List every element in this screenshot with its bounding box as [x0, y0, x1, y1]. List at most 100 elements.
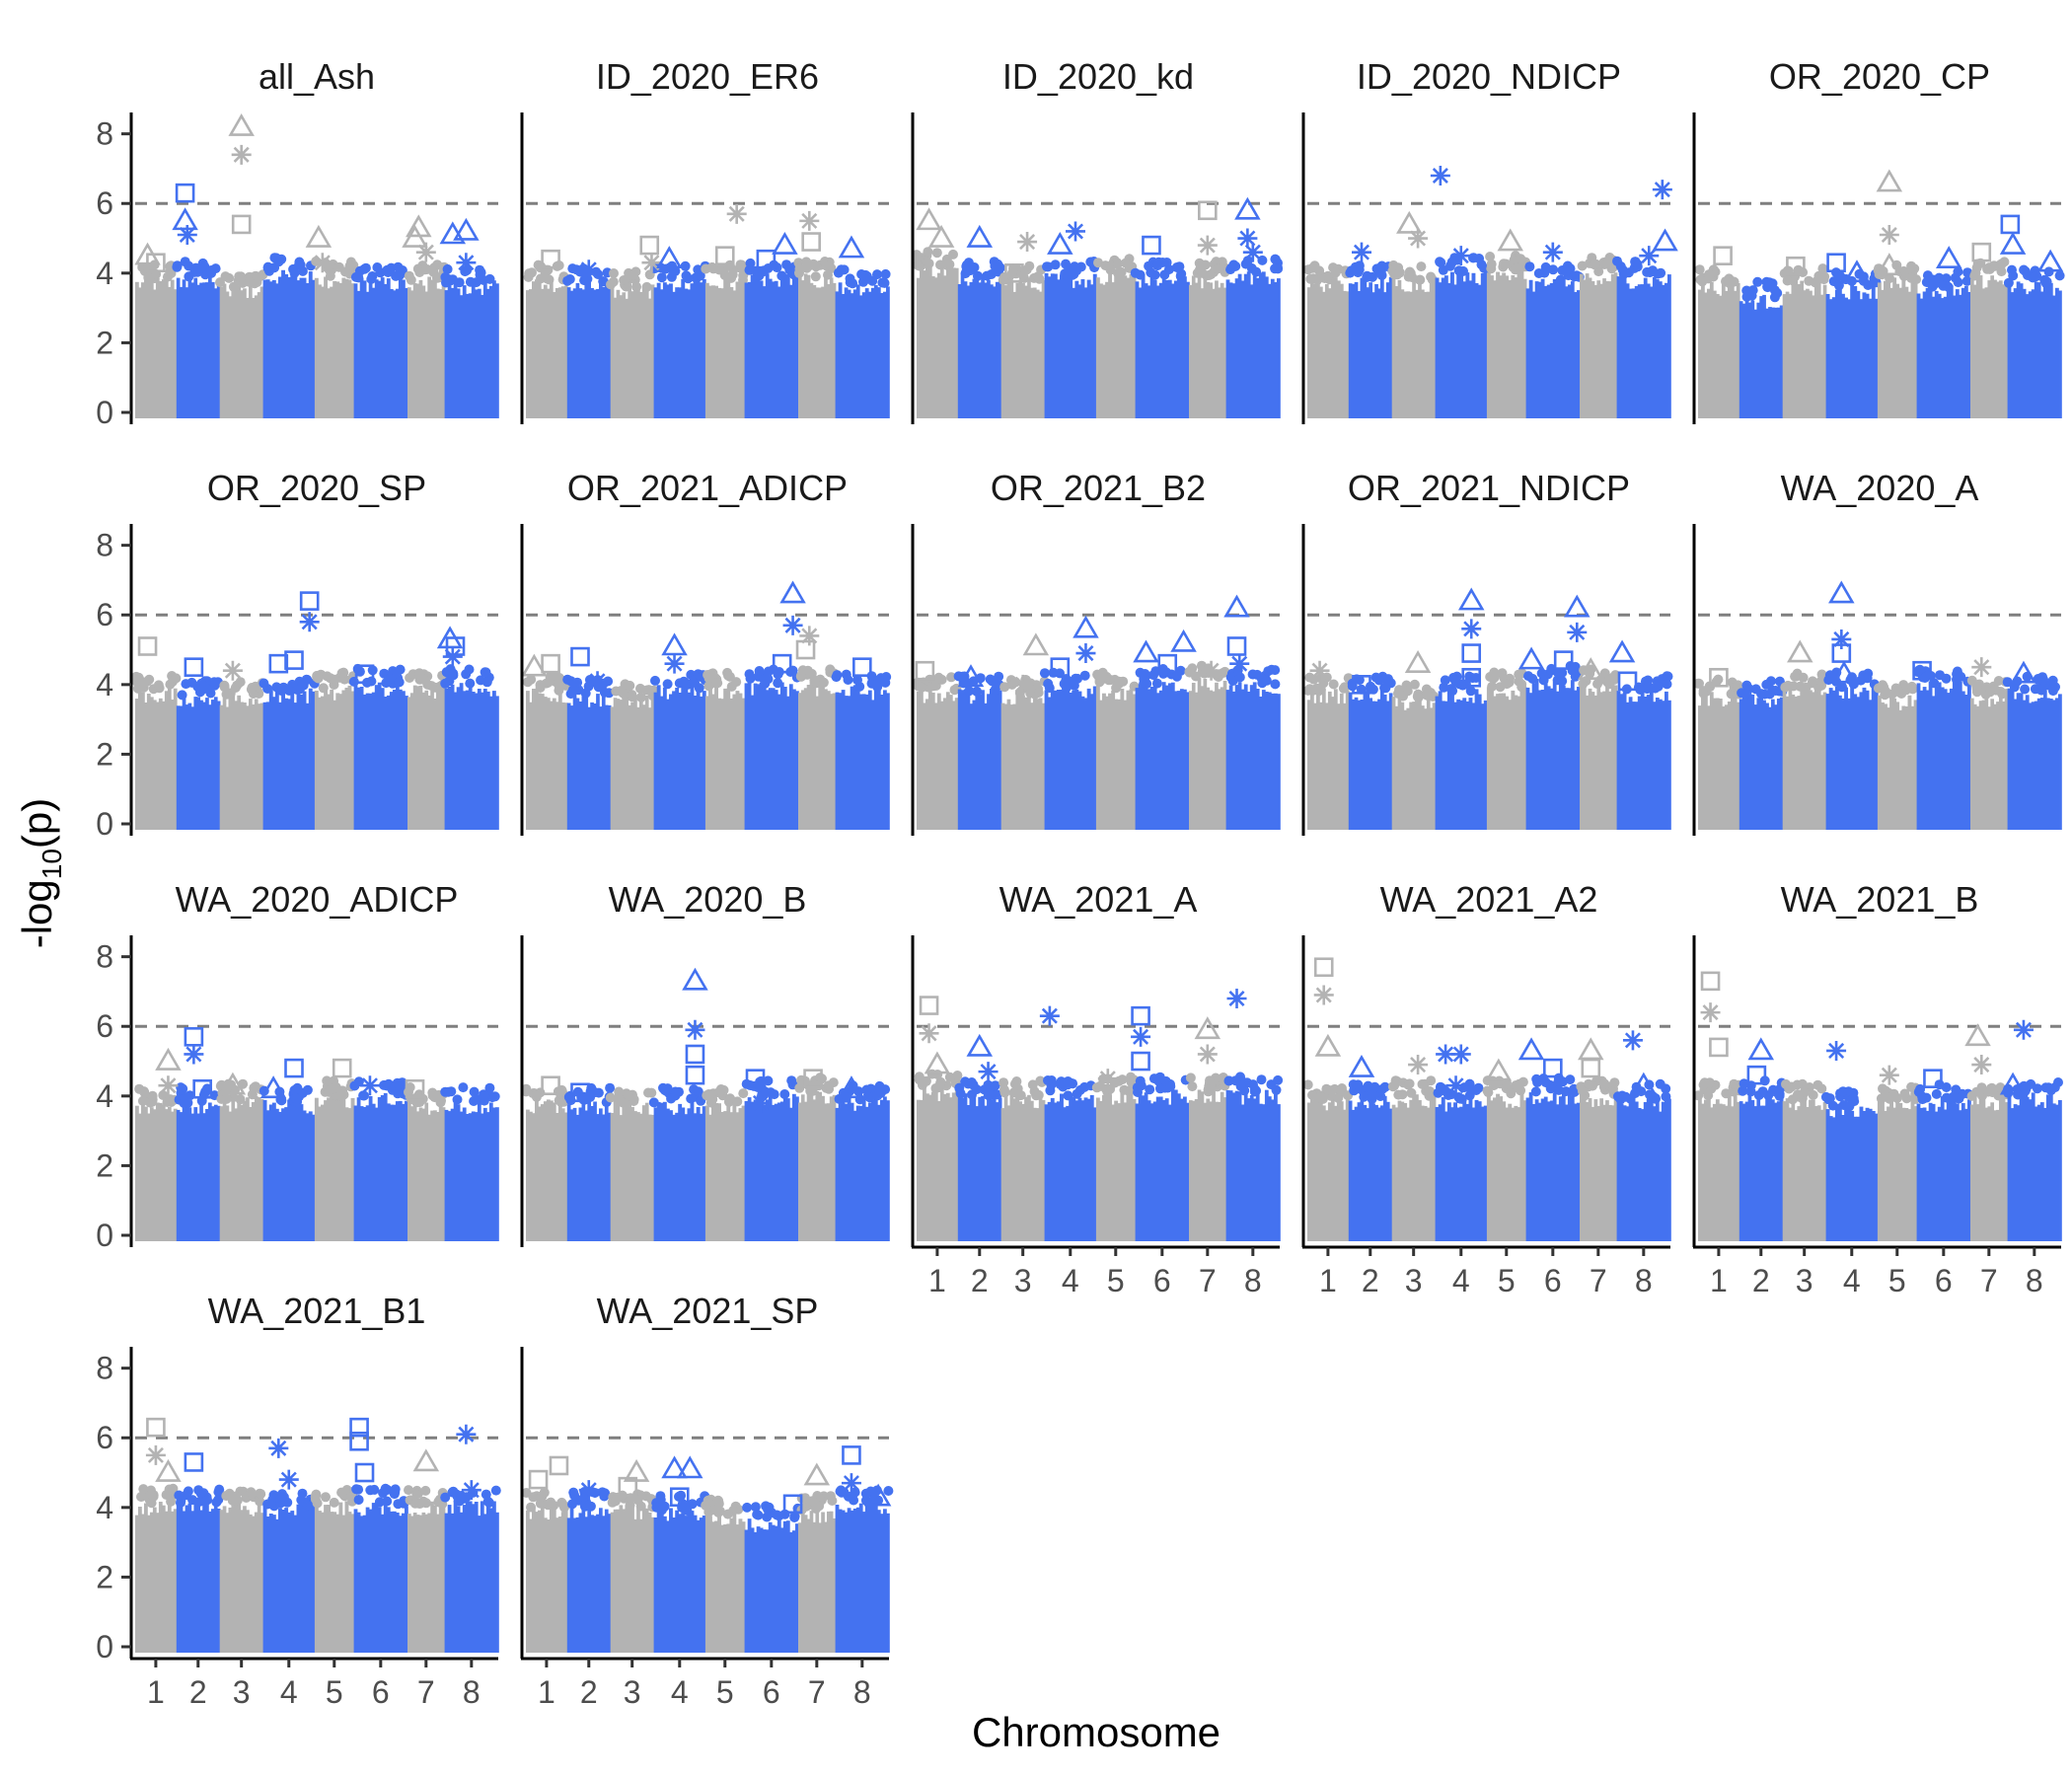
point-band	[1212, 1091, 1216, 1241]
point-band	[852, 1509, 857, 1653]
data-point	[1261, 675, 1272, 686]
point-band	[1964, 285, 1968, 418]
data-point	[562, 275, 573, 286]
point-band	[1450, 271, 1454, 418]
point-band	[471, 692, 476, 830]
point-band	[2045, 698, 2050, 830]
point-band	[785, 274, 790, 418]
point-band	[644, 290, 649, 418]
data-point	[531, 1089, 542, 1100]
x-tick-label: 3	[1405, 1263, 1423, 1298]
point-band	[1179, 1098, 1184, 1241]
point-band	[1588, 277, 1592, 418]
point-band	[1231, 283, 1236, 418]
point-band	[1063, 685, 1067, 830]
point-band	[1865, 690, 1870, 830]
point-band	[858, 295, 863, 418]
y-tick-label: 6	[96, 185, 113, 221]
point-band	[1701, 1103, 1705, 1241]
point-band	[144, 276, 148, 418]
point-band	[318, 1511, 322, 1653]
data-point	[1149, 269, 1160, 280]
point-band	[954, 1087, 959, 1241]
point-band	[488, 285, 493, 418]
point-band	[1850, 686, 1855, 830]
point-band	[1243, 684, 1248, 830]
data-point	[725, 1093, 735, 1104]
data-point	[1416, 261, 1427, 272]
point-band	[622, 1509, 627, 1653]
data-point	[841, 669, 851, 680]
data-point	[397, 265, 407, 275]
point-band	[389, 1511, 394, 1653]
point-band	[1044, 1104, 1049, 1241]
point-band	[208, 1102, 212, 1241]
data-point	[677, 1502, 688, 1513]
point-band	[735, 281, 740, 418]
snp-marker-square	[146, 253, 166, 273]
point-band	[1382, 694, 1387, 830]
point-band	[1252, 682, 1257, 830]
point-band	[1486, 687, 1491, 830]
point-band	[1616, 691, 1621, 830]
point-band	[380, 1095, 385, 1241]
point-band	[299, 1104, 304, 1241]
data-point	[392, 1077, 403, 1088]
point-band	[1628, 1098, 1633, 1241]
point-band	[876, 1510, 881, 1653]
point-band	[468, 682, 473, 830]
point-band	[386, 695, 391, 830]
data-point	[302, 1500, 313, 1511]
data-point	[256, 1489, 266, 1500]
point-band	[398, 277, 403, 418]
facet-panel: OR_2021_ADICP	[520, 468, 892, 836]
point-band	[1782, 1101, 1787, 1241]
point-band	[821, 1512, 825, 1653]
point-band	[311, 691, 316, 830]
point-band	[1363, 691, 1368, 830]
point-band	[1901, 277, 1906, 418]
point-band	[809, 681, 814, 830]
data-point	[2026, 1078, 2036, 1089]
point-band	[474, 693, 479, 830]
point-band	[436, 689, 440, 830]
point-band	[324, 276, 328, 418]
chromosome-cloud	[1223, 1072, 1284, 1241]
point-band	[1739, 1101, 1743, 1241]
point-band	[972, 1093, 977, 1241]
snp-marker-triangle	[1517, 646, 1545, 670]
point-band	[607, 1112, 612, 1241]
point-band	[2031, 1092, 2035, 1241]
snp-marker-asterisk	[1542, 242, 1563, 262]
x-tick-label: 5	[716, 1674, 734, 1710]
data-point	[1798, 672, 1809, 683]
point-band	[480, 1113, 484, 1241]
data-point	[546, 1497, 556, 1508]
point-band	[599, 282, 603, 418]
data-point	[814, 1501, 825, 1512]
data-point	[1761, 679, 1772, 690]
point-band	[1443, 701, 1448, 830]
point-band	[590, 702, 594, 830]
data-point	[680, 260, 691, 271]
point-band	[847, 1508, 851, 1653]
point-band	[465, 1501, 470, 1653]
point-band	[213, 697, 218, 830]
point-band	[1889, 1098, 1893, 1241]
point-band	[883, 1509, 887, 1653]
point-band	[1634, 1101, 1639, 1241]
point-band	[1027, 694, 1031, 830]
point-band	[593, 1516, 597, 1653]
point-band	[587, 1506, 591, 1653]
point-band	[785, 1520, 790, 1653]
data-point	[448, 670, 459, 681]
point-band	[785, 1098, 790, 1241]
point-band	[1203, 1102, 1208, 1241]
data-point	[763, 1075, 774, 1086]
point-band	[693, 279, 698, 418]
point-band	[1730, 281, 1735, 418]
data-point	[354, 265, 365, 276]
data-point	[440, 271, 451, 282]
point-band	[1610, 273, 1615, 418]
point-band	[1123, 1102, 1128, 1241]
